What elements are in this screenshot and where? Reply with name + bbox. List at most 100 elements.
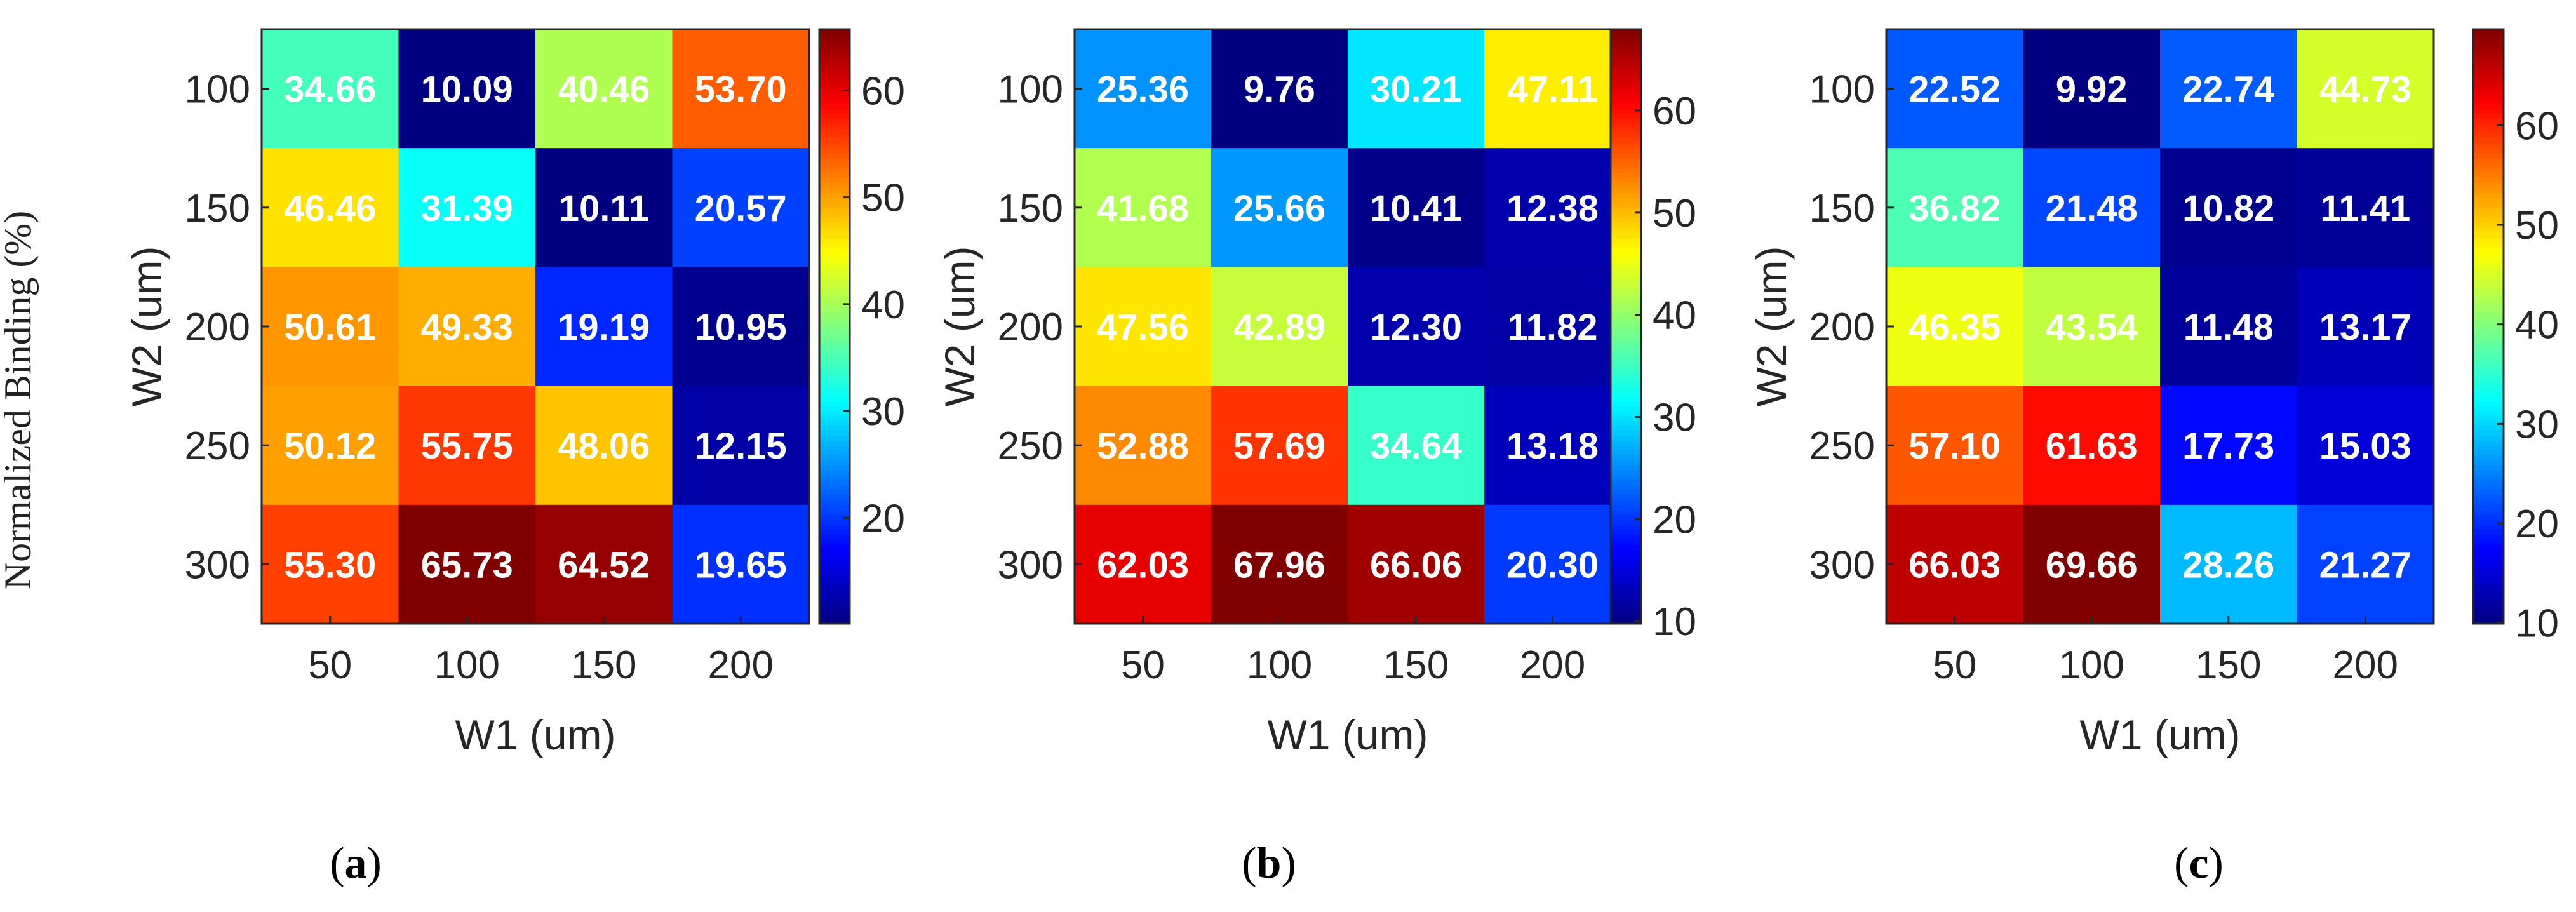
heatmap-cell: [398, 148, 536, 267]
colorbar-segment: [819, 603, 850, 610]
colorbar-segment: [1611, 302, 1641, 307]
cell-value-label: 13.17: [2319, 307, 2412, 348]
colorbar-segment: [1611, 614, 1641, 619]
colorbar-segment: [819, 594, 850, 600]
colorbar-segment: [819, 495, 850, 500]
colorbar-segment: [819, 356, 850, 362]
colorbar-segment: [2473, 108, 2504, 114]
colorbar-segment: [2473, 163, 2504, 168]
colorbar-segment: [819, 470, 850, 476]
colorbar-segment: [819, 227, 850, 233]
colorbar-segment: [2473, 475, 2504, 481]
colorbar-segment: [1611, 222, 1641, 228]
colorbar-segment: [2473, 579, 2504, 585]
cell-value-label: 15.03: [2319, 426, 2412, 467]
cell-value-label: 46.46: [284, 188, 376, 229]
cell-value-label: 50.61: [284, 307, 376, 348]
colorbar-segment: [1611, 247, 1641, 253]
colorbar-segment: [819, 410, 850, 416]
colorbar-segment: [819, 331, 850, 337]
heatmap-cell: [2023, 267, 2161, 387]
heatmap-cell: [1075, 504, 1212, 624]
colorbar-tick-label: 40: [1653, 294, 1696, 338]
heatmap-cell: [1211, 29, 1348, 149]
colorbar-segment: [2473, 281, 2504, 288]
colorbar-segment: [1611, 514, 1641, 520]
colorbar-segment: [819, 168, 850, 173]
colorbar-segment: [2473, 520, 2504, 525]
heatmap-cell: [398, 29, 536, 149]
colorbar-segment: [1611, 292, 1641, 297]
colorbar-segment: [2473, 217, 2504, 223]
colorbar-segment: [2473, 113, 2504, 119]
colorbar-segment: [819, 267, 850, 272]
colorbar-segment: [2473, 490, 2504, 495]
y-tick-label: 100: [1809, 68, 1875, 112]
colorbar-segment: [819, 123, 850, 129]
colorbar-segment: [819, 564, 850, 570]
colorbar-segment: [819, 608, 850, 614]
heatmap-cell: [2023, 29, 2161, 149]
colorbar-segment: [2473, 227, 2504, 233]
colorbar-segment: [1611, 549, 1641, 555]
colorbar-tick-label: 60: [2515, 104, 2559, 148]
colorbar-tick-label: 60: [861, 69, 905, 113]
colorbar-segment: [819, 426, 850, 431]
colorbar-segment: [819, 465, 850, 471]
cell-value-label: 10.09: [421, 69, 513, 111]
heatmap-cell: [2160, 267, 2297, 387]
panel-label-letter: a: [345, 839, 367, 888]
colorbar-segment: [1611, 321, 1641, 327]
colorbar-segment: [2473, 321, 2504, 327]
x-tick-label: 150: [2196, 643, 2261, 687]
colorbar-segment: [819, 192, 850, 198]
cell-value-label: 34.66: [284, 69, 376, 111]
colorbar-segment: [2473, 311, 2504, 317]
colorbar-segment: [819, 544, 850, 550]
heatmap-cell: [2160, 386, 2297, 506]
colorbar-segment: [819, 321, 850, 327]
colorbar-segment: [2473, 277, 2504, 283]
colorbar-segment: [819, 371, 850, 377]
heatmap-cell: [1075, 29, 1212, 149]
cell-value-label: 11.48: [2184, 307, 2274, 348]
colorbar-segment: [819, 445, 850, 451]
colorbar-segment: [1611, 410, 1641, 416]
colorbar-segment: [1611, 148, 1641, 154]
colorbar-segment: [819, 619, 850, 624]
colorbar-segment: [2473, 479, 2504, 486]
colorbar-segment: [819, 247, 850, 253]
colorbar-segment: [1611, 118, 1641, 124]
cell-value-label: 66.06: [1370, 544, 1462, 586]
cell-value-label: 11.41: [2320, 188, 2410, 229]
panel-label-close-paren: ): [1281, 839, 1296, 888]
colorbar-segment: [1611, 559, 1641, 565]
colorbar-segment: [1611, 104, 1641, 109]
colorbar-segment: [2473, 336, 2504, 342]
colorbar-segment: [1611, 608, 1641, 614]
heatmap-cell: [535, 29, 673, 149]
colorbar-segment: [819, 39, 850, 44]
colorbar-segment: [1611, 351, 1641, 357]
colorbar-segment: [819, 579, 850, 585]
colorbar-segment: [2473, 272, 2504, 278]
colorbar-segment: [2473, 74, 2504, 79]
colorbar-segment: [1611, 133, 1641, 139]
cell-value-label: 36.82: [1909, 188, 2001, 229]
colorbar-segment: [1611, 445, 1641, 451]
colorbar-segment: [819, 34, 850, 40]
colorbar-segment: [819, 143, 850, 149]
heatmap-cell: [1348, 386, 1485, 506]
colorbar-segment: [2473, 430, 2504, 436]
heatmap-cell: [1348, 148, 1485, 267]
colorbar-segment: [1611, 252, 1641, 258]
y-tick-label: 150: [998, 187, 1063, 231]
colorbar-tick-label: 40: [861, 283, 905, 327]
colorbar-tick-label: 30: [1653, 396, 1696, 439]
y-tick-label: 200: [1809, 305, 1875, 349]
colorbar-segment: [1611, 108, 1641, 114]
cell-value-label: 9.76: [1244, 69, 1315, 111]
colorbar-segment: [819, 58, 850, 65]
colorbar-segment: [1611, 376, 1641, 382]
colorbar-segment: [819, 549, 850, 555]
